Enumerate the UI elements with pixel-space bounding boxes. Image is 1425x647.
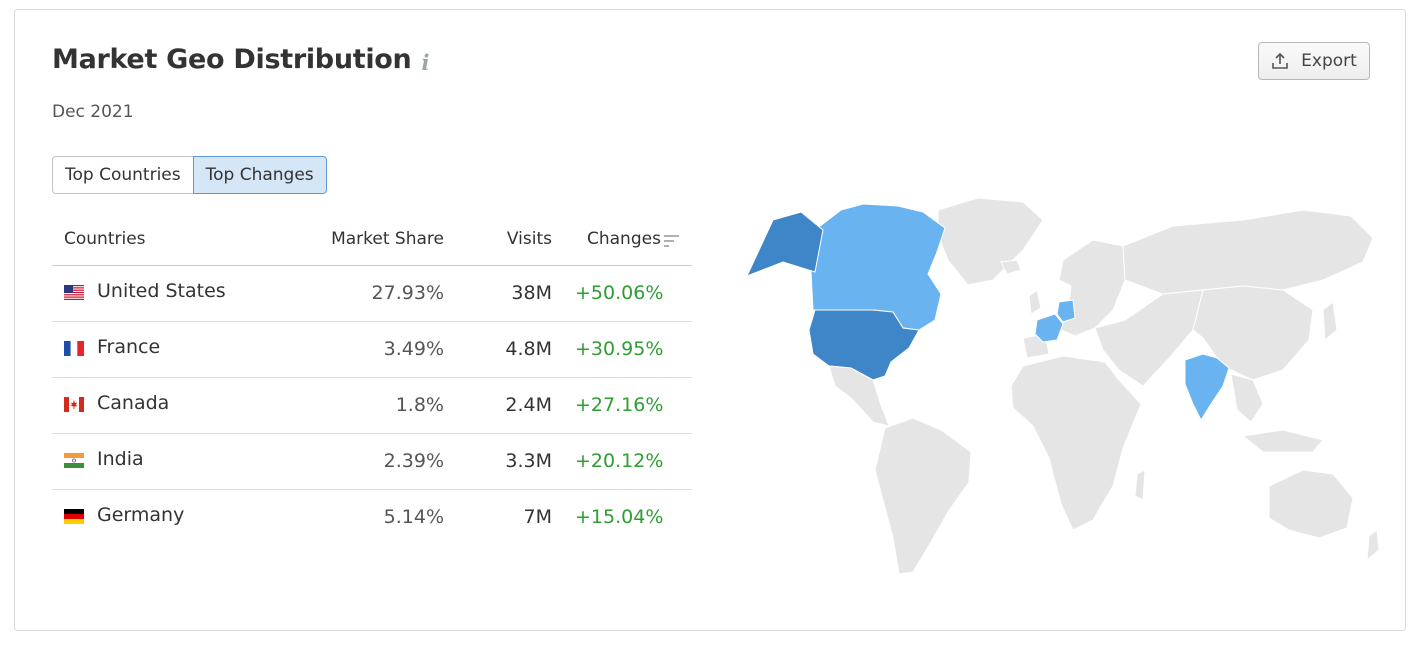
table-row[interactable]: Germany 5.14% 7M +15.04% xyxy=(52,490,692,545)
table-row[interactable]: France 3.49% 4.8M +30.95% xyxy=(52,322,692,378)
france-flag-icon xyxy=(64,341,84,356)
market-share-value: 1.8% xyxy=(395,394,444,416)
column-header-countries[interactable]: Countries xyxy=(64,229,146,249)
table-row[interactable]: United States 27.93% 38M +50.06% xyxy=(52,266,692,322)
market-share-value: 27.93% xyxy=(371,282,444,304)
map-region-india[interactable] xyxy=(1184,353,1230,422)
map-region-greenland[interactable] xyxy=(937,197,1044,286)
country-name: Germany xyxy=(97,504,185,526)
countries-table: Countries Market Share Visits Changes Un… xyxy=(52,218,692,545)
map-region-new-zealand[interactable] xyxy=(1366,529,1380,562)
map-region-alaska[interactable] xyxy=(746,211,824,277)
column-header-changes[interactable]: Changes xyxy=(587,229,661,249)
country-name: United States xyxy=(97,280,226,302)
change-value: +15.04% xyxy=(575,506,664,528)
market-geo-card: Market Geo Distribution i Dec 2021 Expor… xyxy=(14,9,1406,631)
date-label: Dec 2021 xyxy=(52,102,134,122)
export-button[interactable]: Export xyxy=(1258,42,1370,80)
map-region-south-america[interactable] xyxy=(874,417,972,575)
table-header: Countries Market Share Visits Changes xyxy=(52,218,692,266)
market-share-value: 5.14% xyxy=(383,506,444,528)
sort-descending-icon[interactable] xyxy=(664,234,680,248)
market-share-value: 3.49% xyxy=(383,338,444,360)
upload-icon xyxy=(1272,52,1288,69)
column-header-visits[interactable]: Visits xyxy=(506,229,552,249)
world-map xyxy=(746,197,1380,575)
map-region-central-america[interactable] xyxy=(828,365,890,427)
map-region-china[interactable] xyxy=(1192,285,1314,381)
change-value: +20.12% xyxy=(575,450,664,472)
map-region-france[interactable] xyxy=(1034,313,1064,343)
country-name: France xyxy=(97,336,161,358)
map-region-indonesia[interactable] xyxy=(1241,429,1324,453)
view-tabs: Top Countries Top Changes xyxy=(52,156,327,194)
country-name: India xyxy=(97,448,144,470)
visits-value: 7M xyxy=(523,506,552,528)
visits-value: 3.3M xyxy=(505,450,552,472)
table-row[interactable]: Canada 1.8% 2.4M +27.16% xyxy=(52,378,692,434)
map-region-uk[interactable] xyxy=(1028,289,1042,315)
us-flag-icon xyxy=(64,285,84,300)
visits-value: 4.8M xyxy=(505,338,552,360)
country-name: Canada xyxy=(97,392,170,414)
title-row: Market Geo Distribution i xyxy=(52,44,429,75)
map-region-africa[interactable] xyxy=(1010,355,1142,531)
map-region-japan[interactable] xyxy=(1322,301,1338,342)
change-value: +30.95% xyxy=(575,338,664,360)
map-region-australia[interactable] xyxy=(1268,469,1354,539)
tab-top-countries[interactable]: Top Countries xyxy=(52,156,194,194)
map-region-middle-east[interactable] xyxy=(1094,289,1204,387)
map-region-germany[interactable] xyxy=(1056,299,1076,323)
export-label: Export xyxy=(1301,51,1357,71)
map-region-madagascar[interactable] xyxy=(1134,469,1146,501)
info-icon[interactable]: i xyxy=(421,50,430,75)
visits-value: 38M xyxy=(511,282,552,304)
page-title: Market Geo Distribution xyxy=(52,44,412,75)
market-share-value: 2.39% xyxy=(383,450,444,472)
change-value: +27.16% xyxy=(575,394,664,416)
change-value: +50.06% xyxy=(575,282,664,304)
table-row[interactable]: India 2.39% 3.3M +20.12% xyxy=(52,434,692,490)
map-region-iceland[interactable] xyxy=(1000,259,1022,275)
map-region-united-states[interactable] xyxy=(808,309,920,381)
canada-flag-icon xyxy=(64,397,84,412)
tab-top-changes[interactable]: Top Changes xyxy=(192,156,327,194)
visits-value: 2.4M xyxy=(505,394,552,416)
map-region-russia[interactable] xyxy=(1122,209,1374,295)
germany-flag-icon xyxy=(64,509,84,524)
column-header-market-share[interactable]: Market Share xyxy=(331,229,444,249)
map-region-southeast-asia[interactable] xyxy=(1230,373,1264,423)
india-flag-icon xyxy=(64,453,84,468)
map-region-europe[interactable] xyxy=(1058,239,1126,337)
